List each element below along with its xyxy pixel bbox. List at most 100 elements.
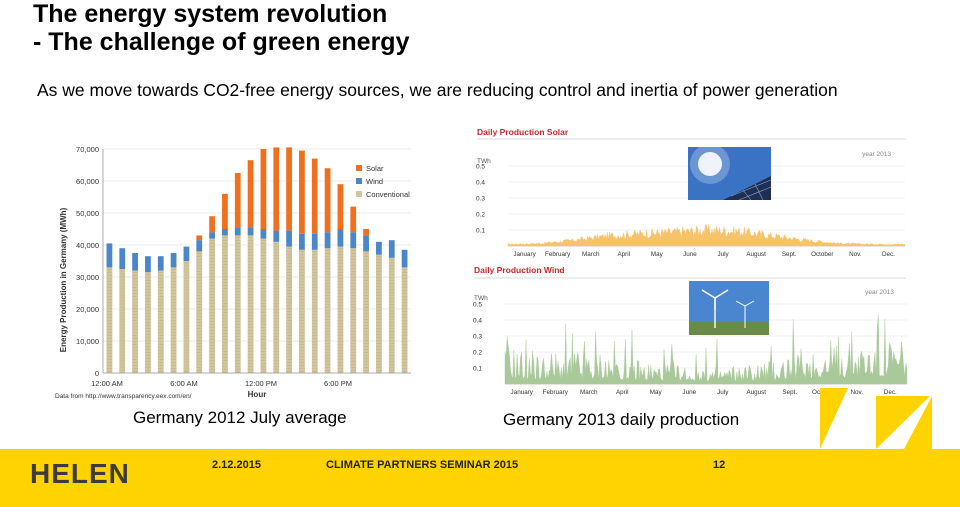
month-label: Dec. <box>882 251 895 258</box>
daily-production-area <box>507 224 906 247</box>
legend-swatch-solar <box>356 165 362 171</box>
bar-segment-wind <box>311 233 318 250</box>
hourly-production-chart: 0 10,000 20,000 30,000 40,000 50,000 60,000 70,… <box>53 140 415 402</box>
bar-segment-wind <box>260 229 267 239</box>
month-label: April <box>616 389 629 396</box>
bar-ylabel: Energy Production in Germany (MWh) <box>59 207 68 352</box>
bar-segment-conventional <box>299 249 305 373</box>
bar-ytick-label: 10,000 <box>76 337 99 346</box>
bar-xtick-label: 6:00 PM <box>324 379 352 388</box>
bar-segment-wind <box>376 241 382 255</box>
legend-label-wind: Wind <box>366 177 383 186</box>
bar-segment-solar <box>286 147 292 231</box>
bar-segment-solar <box>247 160 254 228</box>
bar-segment-conventional <box>119 269 126 373</box>
wind-year: year 2013 <box>865 289 894 296</box>
bar-xtick-label: 12:00 AM <box>91 379 123 388</box>
bar-segment-conventional <box>311 249 318 373</box>
bar-ytick-label: 70,000 <box>76 145 99 154</box>
slide-subtitle: As we move towards CO2-free energy sourc… <box>37 80 838 100</box>
bar-segment-conventional <box>363 251 369 373</box>
month-label: January <box>511 389 534 396</box>
bar-segment-solar <box>350 206 357 233</box>
bar-segment-conventional <box>388 257 395 373</box>
bar-segment-solar <box>260 149 267 229</box>
slide-title: The energy system revolution - The chall… <box>33 0 409 56</box>
wind-turbine-photo <box>689 281 769 335</box>
area-ytick-label: 0.5 <box>476 164 485 171</box>
bar-segment-wind <box>234 227 241 236</box>
legend-label-solar: Solar <box>366 164 384 173</box>
bar-segment-wind <box>106 243 113 268</box>
caption-right: Germany 2013 daily production <box>503 410 740 429</box>
area-ytick-label: 0.5 <box>473 302 482 309</box>
month-label: Dec. <box>884 389 897 396</box>
bar-segment-conventional <box>196 251 203 373</box>
bar-segment-wind <box>299 233 305 250</box>
bar-segment-wind <box>209 232 215 239</box>
bar-segment-conventional <box>324 248 331 373</box>
bar-xtick-label: 12:00 PM <box>245 379 277 388</box>
legend-label-conventional: Conventional <box>366 190 410 199</box>
bar-segment-wind <box>157 256 164 271</box>
bar-segment-wind <box>247 227 254 236</box>
solar-unit: TWh <box>477 158 491 165</box>
bar-segment-solar <box>234 173 241 228</box>
footer-page: 12 <box>713 459 726 471</box>
month-label: Sept. <box>782 251 797 258</box>
month-label: June <box>683 251 697 258</box>
bar-ytick-label: 20,000 <box>76 305 99 314</box>
bar-xlabel: Hour <box>248 390 267 399</box>
bar-segment-wind <box>350 232 357 249</box>
caption-left: Germany 2012 July average <box>133 408 347 427</box>
bar-segment-wind <box>183 246 190 261</box>
bar-segment-solar <box>363 229 369 236</box>
bar-segment-conventional <box>260 238 267 373</box>
month-label: May <box>650 389 663 396</box>
wind-chart-title: Daily Production Wind <box>474 265 565 275</box>
month-label: Nov. <box>851 389 864 396</box>
area-ytick-label: 0.3 <box>476 196 485 203</box>
month-label: July <box>717 251 729 258</box>
month-label: January <box>513 251 536 258</box>
daily-solar-chart: Daily Production Solar TWh year 2013 0.5… <box>473 124 910 260</box>
solar-year: year 2013 <box>862 151 891 158</box>
bar-segment-conventional <box>209 238 215 373</box>
month-label: March <box>580 389 598 396</box>
bar-segment-wind <box>401 249 408 268</box>
bar-segment-conventional <box>337 246 344 373</box>
bar-segment-solar <box>273 147 280 231</box>
title-line-1: The energy system revolution <box>33 0 388 28</box>
bar-ytick-label: 50,000 <box>76 209 99 218</box>
month-label: August <box>746 251 766 258</box>
area-ytick-label: 0.2 <box>476 212 485 219</box>
bar-segment-wind <box>132 253 138 271</box>
bar-ytick-label: 60,000 <box>76 177 99 186</box>
bar-segment-solar <box>324 168 331 233</box>
footer-date: 2.12.2015 <box>212 459 261 471</box>
bar-source: Data from http://www.transparency.eex.co… <box>55 393 192 400</box>
bar-segment-wind <box>170 253 177 268</box>
area-ytick-label: 0.4 <box>476 180 485 187</box>
bar-segment-conventional <box>157 270 164 373</box>
area-ytick-label: 0.3 <box>473 334 482 341</box>
bar-segment-wind <box>324 232 331 249</box>
daily-wind-chart: Daily Production Wind TWh year 2013 0.5 0… <box>470 262 910 400</box>
area-ytick-label: 0.2 <box>473 350 482 357</box>
bar-segment-solar <box>311 158 318 234</box>
daily-production-area <box>504 314 908 385</box>
month-label: March <box>582 251 600 258</box>
bar-segment-solar <box>337 184 344 229</box>
solar-panel-photo <box>688 144 772 201</box>
area-ytick-label: 0.1 <box>476 228 485 235</box>
bar-segment-wind <box>363 235 369 252</box>
bar-segment-conventional <box>234 235 241 373</box>
legend-swatch-wind <box>356 178 362 184</box>
bar-ytick-label: 30,000 <box>76 273 99 282</box>
bar-ytick-label: 0 <box>95 369 99 378</box>
month-label: July <box>717 389 729 396</box>
bar-segment-solar <box>222 193 228 229</box>
bar-xtick-label: 6:00 AM <box>170 379 198 388</box>
bar-segment-wind <box>286 230 292 247</box>
area-ytick-label: 0.1 <box>473 366 482 373</box>
